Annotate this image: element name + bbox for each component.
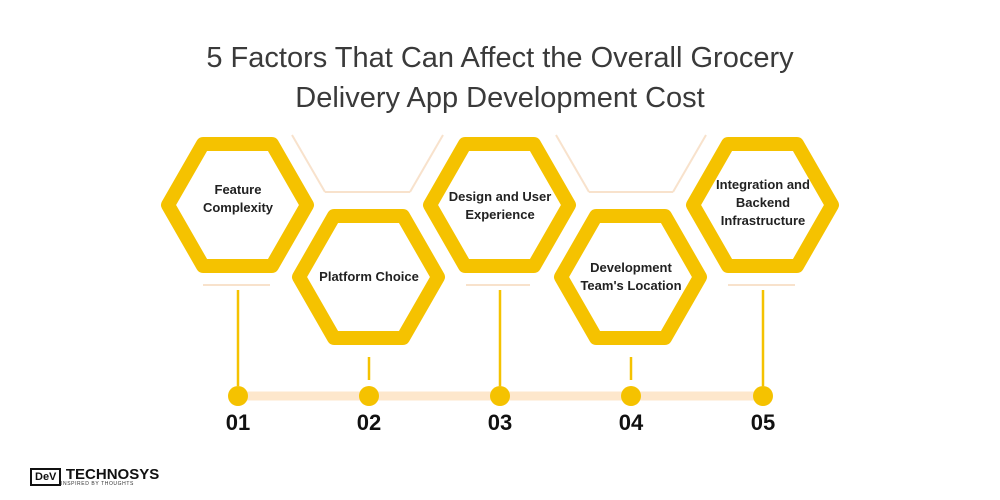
- factor-number-3: 03: [487, 410, 513, 435]
- background-outline: [203, 134, 795, 286]
- factor-label-3: Design and User Experience: [448, 189, 552, 222]
- factor-label-5: Integration and Backend Infrastructure: [716, 177, 810, 228]
- timeline-dot: [359, 386, 379, 406]
- outline-segment: [409, 134, 444, 193]
- outline-segment: [672, 134, 707, 193]
- company-logo: DeV TECHNOSYS INSPIRED BY THOUGHTS: [30, 466, 159, 490]
- hexagon-2: [292, 209, 445, 345]
- title-line-2: Delivery App Development Cost: [295, 82, 705, 114]
- factor-number-4: 04: [618, 410, 644, 435]
- logo-mark: DeV: [30, 468, 62, 486]
- timeline-dot: [228, 386, 248, 406]
- factor-number-1: 01: [225, 410, 251, 435]
- outline-segment: [291, 134, 326, 193]
- factor-number-5: 05: [750, 410, 776, 435]
- timeline-dot: [753, 386, 773, 406]
- factor-number-2: 02: [356, 410, 382, 435]
- hexagon-4: [554, 209, 707, 345]
- title-line-1: 5 Factors That Can Affect the Overall Gr…: [206, 42, 794, 74]
- logo-tagline: INSPIRED BY THOUGHTS: [61, 481, 134, 487]
- page-title: 5 Factors That Can Affect the Overall Gr…: [0, 38, 1000, 118]
- factor-label-1: Feature Complexity: [202, 182, 274, 215]
- hexagon-3: [423, 137, 576, 273]
- logo-brand: TECHNOSYS: [65, 466, 160, 483]
- timeline-dot: [621, 386, 641, 406]
- hexagon-5: [686, 137, 839, 273]
- timeline-dot: [490, 386, 510, 406]
- hexagon-1: [161, 137, 314, 273]
- outline-segment: [555, 134, 590, 193]
- factor-label-4: Development Team's Location: [580, 260, 682, 293]
- factor-label-2: Platform Choice: [319, 269, 419, 284]
